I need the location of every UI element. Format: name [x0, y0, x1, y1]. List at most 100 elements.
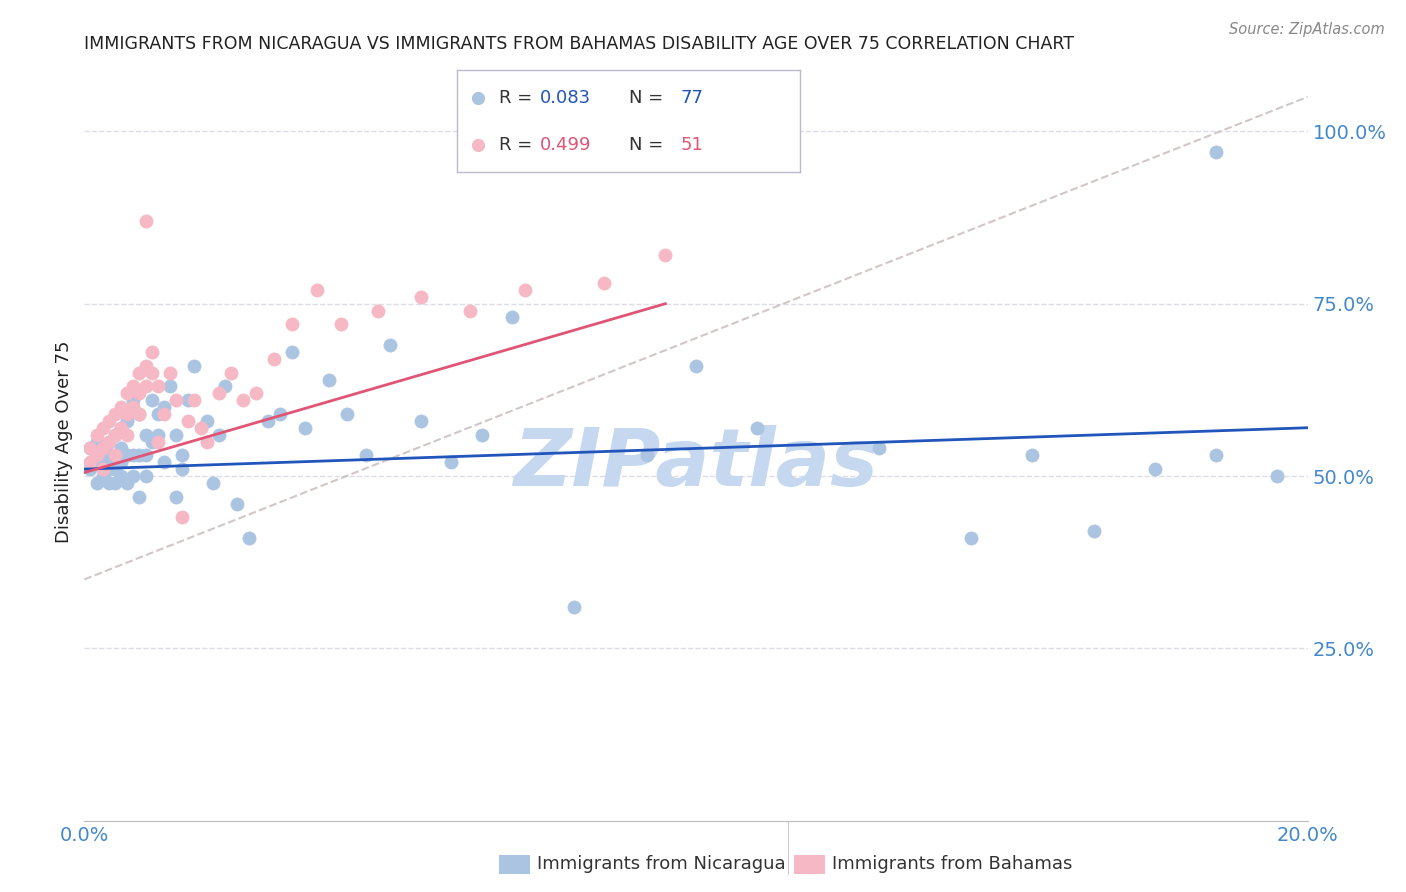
Point: [367, 303, 389, 318]
Point: [110, 400, 132, 414]
Point: [960, 531, 983, 545]
Point: [97, 434, 120, 449]
Point: [195, 414, 218, 428]
Point: [172, 510, 194, 524]
Point: [91, 442, 114, 456]
Point: [115, 386, 138, 401]
Point: [177, 414, 200, 428]
Point: [97, 462, 120, 476]
Point: [91, 442, 114, 456]
Point: [91, 455, 114, 469]
Point: [104, 475, 127, 490]
Point: [141, 434, 163, 449]
Point: [281, 345, 304, 359]
Point: [146, 407, 169, 421]
Point: [380, 338, 402, 352]
Point: [201, 475, 224, 490]
Point: [122, 393, 145, 408]
Point: [115, 407, 138, 421]
Point: [654, 248, 676, 262]
Point: [269, 407, 291, 421]
Point: [458, 303, 481, 318]
Point: [86, 434, 108, 449]
Text: Source: ZipAtlas.com: Source: ZipAtlas.com: [1229, 22, 1385, 37]
Point: [318, 372, 340, 386]
Point: [128, 407, 150, 421]
Point: [97, 455, 120, 469]
Point: [122, 469, 145, 483]
Point: [86, 455, 108, 469]
Point: [115, 475, 138, 490]
Point: [91, 448, 114, 462]
Point: [135, 379, 157, 393]
Point: [115, 427, 138, 442]
Point: [1083, 524, 1105, 538]
Point: [471, 427, 494, 442]
Point: [153, 400, 176, 414]
Point: [79, 455, 101, 469]
Point: [172, 462, 194, 476]
Point: [141, 345, 163, 359]
Point: [135, 427, 157, 442]
Point: [86, 475, 108, 490]
Point: [110, 421, 132, 435]
Point: [636, 448, 658, 462]
Point: [104, 462, 127, 476]
Point: [97, 434, 120, 449]
Point: [354, 448, 377, 462]
Point: [146, 427, 169, 442]
Point: [122, 400, 145, 414]
Point: [208, 427, 231, 442]
Point: [135, 214, 157, 228]
Point: [86, 448, 108, 462]
Point: [104, 407, 127, 421]
Point: [141, 393, 163, 408]
Point: [1205, 145, 1227, 159]
Point: [183, 393, 205, 408]
Y-axis label: Disability Age Over 75: Disability Age Over 75: [55, 340, 73, 543]
Point: [104, 427, 127, 442]
Point: [91, 469, 114, 483]
Point: [115, 448, 138, 462]
Point: [159, 366, 181, 380]
Point: [146, 379, 169, 393]
Point: [1021, 448, 1043, 462]
Point: [91, 462, 114, 476]
Point: [115, 414, 138, 428]
Point: [409, 290, 432, 304]
Point: [177, 393, 200, 408]
Point: [110, 469, 132, 483]
Point: [128, 407, 150, 421]
Point: [110, 455, 132, 469]
Point: [135, 469, 157, 483]
Point: [104, 455, 127, 469]
Point: [513, 283, 536, 297]
Point: [141, 366, 163, 380]
Point: [232, 393, 254, 408]
Point: [79, 462, 101, 476]
Point: [257, 414, 280, 428]
Point: [294, 421, 316, 435]
Point: [165, 393, 187, 408]
Point: [190, 421, 212, 435]
Point: [685, 359, 707, 373]
Point: [214, 379, 236, 393]
Point: [122, 448, 145, 462]
Point: [91, 421, 114, 435]
Point: [97, 414, 120, 428]
Point: [79, 442, 101, 456]
Text: Immigrants from Bahamas: Immigrants from Bahamas: [832, 855, 1073, 873]
Point: [747, 421, 769, 435]
Point: [122, 379, 145, 393]
Point: [159, 379, 181, 393]
Point: [172, 448, 194, 462]
Point: [128, 366, 150, 380]
Point: [135, 359, 157, 373]
Point: [238, 531, 260, 545]
Point: [1205, 448, 1227, 462]
Point: [281, 318, 304, 332]
Point: [183, 359, 205, 373]
Point: [1265, 469, 1288, 483]
Point: [593, 276, 616, 290]
Point: [146, 434, 169, 449]
